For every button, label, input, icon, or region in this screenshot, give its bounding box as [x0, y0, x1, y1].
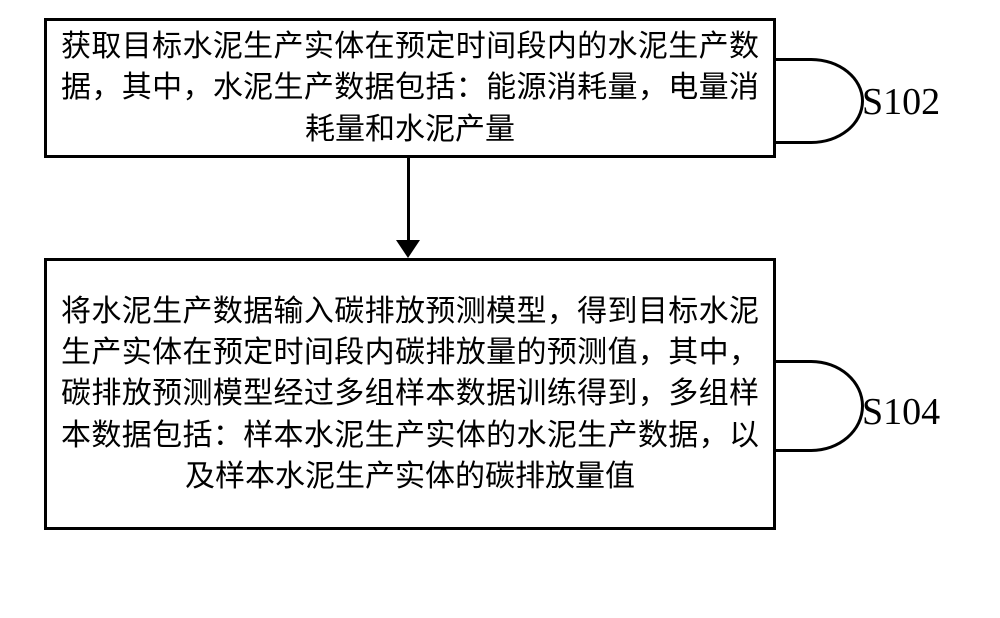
flow-step-s104: 将水泥生产数据输入碳排放预测模型，得到目标水泥生产实体在预定时间段内碳排放量的预…: [44, 258, 776, 530]
step-label-s102: S102: [862, 80, 940, 124]
flow-step-s102-text: 获取目标水泥生产实体在预定时间段内的水泥生产数据，其中，水泥生产数据包括：能源消…: [61, 26, 759, 150]
arrow-down-icon: [396, 240, 420, 258]
connector-s104: [776, 360, 864, 452]
connector-s102: [776, 58, 864, 144]
arrow-stem: [407, 158, 410, 240]
flow-step-s102: 获取目标水泥生产实体在预定时间段内的水泥生产数据，其中，水泥生产数据包括：能源消…: [44, 18, 776, 158]
flow-step-s104-text: 将水泥生产数据输入碳排放预测模型，得到目标水泥生产实体在预定时间段内碳排放量的预…: [61, 291, 759, 498]
flowchart-canvas: 获取目标水泥生产实体在预定时间段内的水泥生产数据，其中，水泥生产数据包括：能源消…: [0, 0, 1000, 618]
step-label-s104: S104: [862, 390, 940, 434]
